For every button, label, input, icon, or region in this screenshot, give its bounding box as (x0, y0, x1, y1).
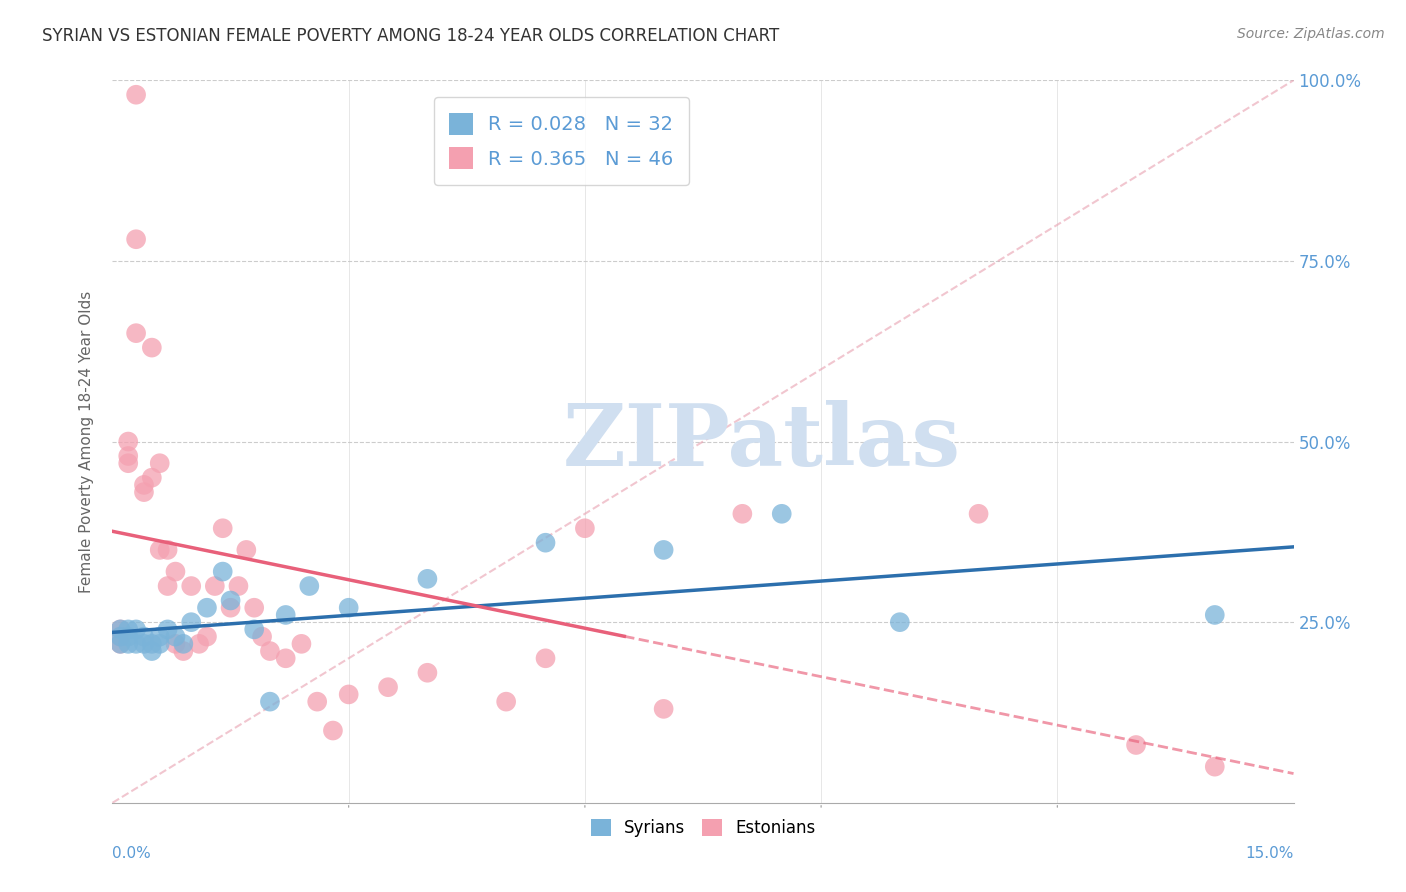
Point (416, 572, 439, 586)
Point (172, 637, 194, 651)
Point (211, 521, 233, 535)
Point (322, 723, 344, 738)
Text: ZIPatlas: ZIPatlas (562, 400, 962, 483)
Point (117, 449, 139, 463)
Point (165, 565, 187, 579)
Point (652, 542, 675, 557)
Point (1204, 607, 1226, 622)
Point (117, 456, 139, 470)
Point (1204, 760, 1226, 774)
Point (180, 615, 202, 630)
Point (235, 542, 257, 557)
Point (731, 507, 754, 521)
Point (195, 630, 218, 644)
Point (165, 630, 187, 644)
Point (125, 637, 148, 651)
Point (110, 630, 132, 644)
Point (156, 542, 179, 557)
Point (290, 637, 312, 651)
Point (534, 651, 557, 665)
Point (141, 644, 163, 658)
Point (110, 623, 132, 637)
Point (117, 434, 139, 449)
Point (149, 456, 172, 470)
Point (250, 630, 273, 644)
Point (110, 637, 132, 651)
Text: Source: ZipAtlas.com: Source: ZipAtlas.com (1237, 27, 1385, 41)
Point (416, 665, 439, 680)
Point (211, 565, 233, 579)
Point (117, 637, 139, 651)
Point (195, 600, 218, 615)
Point (219, 600, 242, 615)
Point (228, 579, 250, 593)
Point (132, 485, 155, 500)
Point (132, 478, 155, 492)
Point (117, 630, 139, 644)
Point (156, 623, 179, 637)
Point (165, 637, 187, 651)
Point (125, 326, 148, 340)
Point (495, 695, 517, 709)
Point (219, 593, 242, 607)
Point (125, 623, 148, 637)
Text: 15.0%: 15.0% (1246, 847, 1294, 861)
Point (110, 637, 132, 651)
Point (110, 630, 132, 644)
Point (110, 623, 132, 637)
Point (337, 687, 360, 701)
Y-axis label: Female Poverty Among 18-24 Year Olds: Female Poverty Among 18-24 Year Olds (79, 291, 94, 592)
Point (141, 470, 163, 484)
Text: SYRIAN VS ESTONIAN FEMALE POVERTY AMONG 18-24 YEAR OLDS CORRELATION CHART: SYRIAN VS ESTONIAN FEMALE POVERTY AMONG … (42, 27, 779, 45)
Point (149, 542, 172, 557)
Text: 0.0%: 0.0% (112, 847, 152, 861)
Point (889, 615, 911, 630)
Point (259, 695, 281, 709)
Point (141, 637, 163, 651)
Point (274, 607, 297, 622)
Point (377, 680, 399, 694)
Point (117, 623, 139, 637)
Point (149, 630, 172, 644)
Point (149, 637, 172, 651)
Point (652, 702, 675, 716)
Point (1125, 738, 1147, 752)
Point (180, 579, 202, 593)
Point (243, 623, 266, 637)
Point (125, 232, 148, 246)
Point (243, 600, 266, 615)
Point (259, 644, 281, 658)
Point (770, 507, 793, 521)
Point (534, 535, 557, 549)
Point (172, 644, 194, 658)
Point (188, 637, 211, 651)
Point (574, 521, 596, 535)
Point (204, 579, 226, 593)
Point (141, 341, 163, 355)
Point (307, 695, 329, 709)
Point (298, 579, 321, 593)
Point (132, 630, 155, 644)
Point (337, 600, 360, 615)
Point (156, 579, 179, 593)
Point (967, 507, 990, 521)
Point (125, 87, 148, 102)
Legend: Syrians, Estonians: Syrians, Estonians (582, 810, 824, 845)
Point (132, 637, 155, 651)
Point (274, 651, 297, 665)
